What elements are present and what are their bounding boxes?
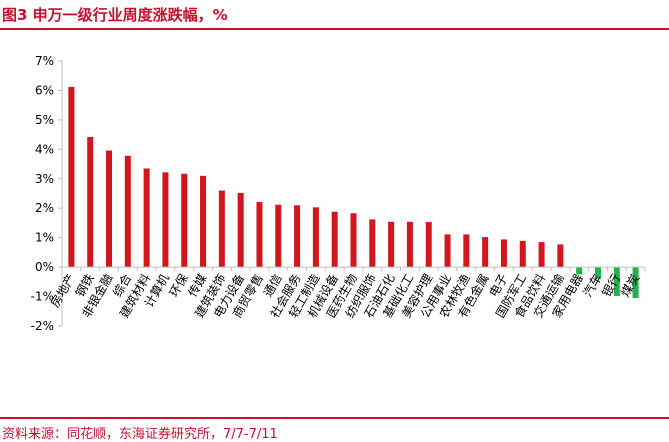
bar-农林牧渔 [463,234,470,268]
bar-计算机 [162,172,169,268]
y-tick-label: 2% [35,201,54,215]
bar-电力设备 [237,192,244,268]
y-tick-label: 4% [35,142,54,156]
bar-社会服务 [294,205,301,268]
bar-公用事业 [444,234,451,268]
bar-国防军工 [519,240,526,268]
x-axis [61,266,646,272]
y-tick-label: 7% [35,54,54,68]
bar-房地产 [68,86,75,268]
bar-环保 [181,173,188,268]
bar-银行 [613,267,620,296]
bar-钢铁 [87,136,94,268]
figure-header: 图3 申万一级行业周度涨跌幅，% [0,0,669,30]
bar-煤炭 [632,267,639,299]
category-labels: 房地产钢铁非银金融综合建筑材料计算机环保传媒建筑装饰电力设备商贸零售通信社会服务… [47,271,642,320]
bar-机械设备 [331,211,338,268]
y-tick-label: -1% [31,290,54,304]
y-axis: 7% 6% 5% 4% 3% 2% 1% 0% -1% -2% [31,54,63,333]
bar-交通运输 [557,244,564,268]
y-tick-label: -2% [31,319,54,333]
bars [68,86,639,299]
bar-通信 [275,204,282,268]
bar-电子 [500,239,507,268]
bar-建筑装饰 [218,190,225,268]
bar-基础化工 [406,221,413,268]
category-label: 环保 [167,272,191,300]
bar-纺织服饰 [369,219,376,268]
bar-汽车 [594,267,601,279]
y-tick-label: 3% [35,172,54,186]
bar-综合 [124,155,131,268]
bar-chart: 7% 6% 5% 4% 3% 2% 1% 0% -1% -2% 房地产钢铁非银金融综合建筑材料计算… [31,54,646,333]
y-tick-label: 6% [35,83,54,97]
bar-商贸零售 [256,202,263,268]
bar-医药生物 [350,213,357,268]
y-tick-label: 5% [35,113,54,127]
figure-title: 图3 申万一级行业周度涨跌幅，% [2,6,228,24]
bar-建筑材料 [143,168,150,268]
source-note: 资料来源：同花顺，东海证券研究所，7/7-7/11 [2,427,278,442]
figure-footer: 资料来源：同花顺，东海证券研究所，7/7-7/11 [0,417,669,442]
bar-传媒 [200,175,207,268]
y-tick-label: 0% [35,260,54,274]
bar-有色金属 [482,237,489,268]
bar-美容护理 [425,222,432,268]
bar-家用电器 [576,267,583,275]
bar-食品饮料 [538,242,545,268]
bar-非银金融 [106,150,113,268]
y-tick-label: 1% [35,231,54,245]
bar-石油石化 [388,221,395,268]
bar-轻工制造 [312,207,319,268]
